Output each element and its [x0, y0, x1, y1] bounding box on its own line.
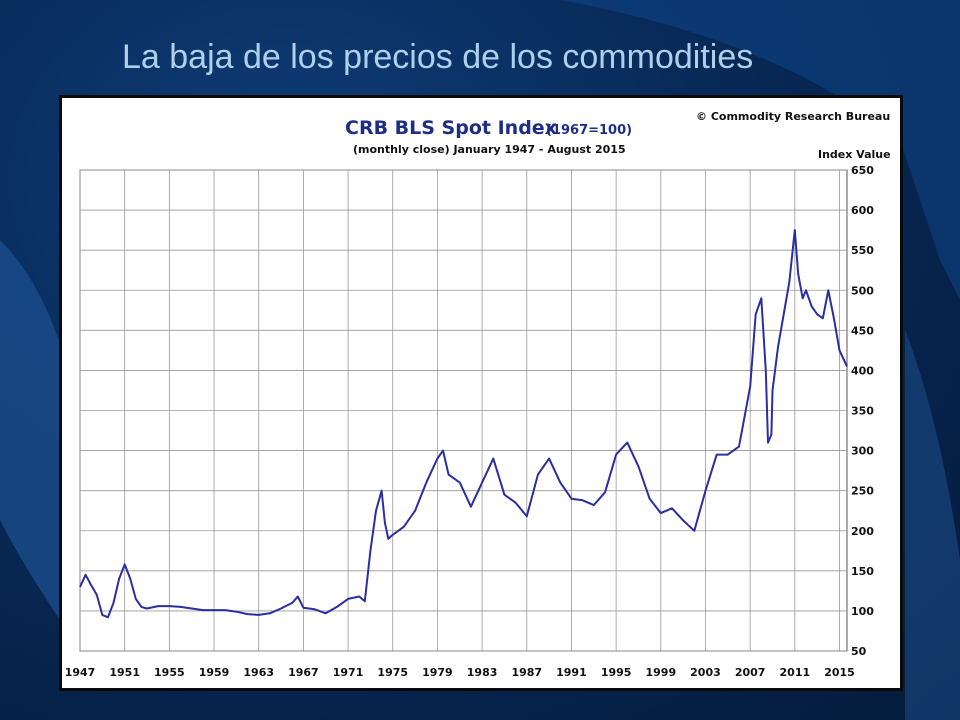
chart-title: CRB BLS Spot Index — [345, 117, 557, 139]
x-tick-label: 1951 — [109, 666, 140, 679]
x-tick-label: 1971 — [333, 666, 364, 679]
series-group — [79, 229, 848, 619]
x-tick-label: 1959 — [199, 666, 230, 679]
y-tick-label: 50 — [851, 645, 867, 658]
y-tick-label: 300 — [851, 445, 874, 458]
x-tick-labels: 1947 1951 1955 1959 1963 1967 1971 1975 1979 1983… — [65, 666, 855, 679]
x-tick-label: 1983 — [467, 666, 498, 679]
x-tick-label: 2003 — [690, 666, 721, 679]
x-tick-label: 1987 — [511, 666, 542, 679]
y-tick-label: 100 — [851, 605, 874, 618]
y-tick-label: 600 — [851, 204, 874, 217]
y-tick-label: 250 — [851, 485, 874, 498]
x-tick-label: 1999 — [645, 666, 676, 679]
x-tick-label: 1947 — [65, 666, 96, 679]
y-tick-label: 400 — [851, 364, 874, 377]
chart-source: © Commodity Research Bureau — [696, 110, 890, 123]
x-tick-label: 2011 — [780, 666, 811, 679]
y-tick-label: 500 — [851, 284, 874, 297]
x-tick-label: 1995 — [601, 666, 632, 679]
y-tick-label: 350 — [851, 405, 874, 418]
y-tick-label: 150 — [851, 565, 874, 578]
x-tick-label: 1963 — [243, 666, 274, 679]
chart-subtitle: (monthly close) January 1947 - August 20… — [353, 143, 626, 156]
series-line — [79, 229, 848, 619]
x-tick-label: 1979 — [422, 666, 453, 679]
y-tick-label: 650 — [851, 164, 874, 177]
y-tick-labels: 650 600 550 500 450 400 350 300 250 200 150 100 50 — [851, 164, 874, 658]
y-axis-label: Index Value — [818, 148, 891, 161]
chart-title-suffix: (1967=100) — [546, 123, 632, 138]
x-tick-label: 1955 — [154, 666, 185, 679]
x-tick-label: 1991 — [556, 666, 587, 679]
x-tick-label: 2007 — [735, 666, 766, 679]
x-tick-label: 1967 — [288, 666, 319, 679]
x-tick-label: 2015 — [824, 666, 855, 679]
y-tick-label: 550 — [851, 244, 874, 257]
crb-chart: CRB BLS Spot Index (1967=100) (monthly c… — [65, 110, 891, 679]
y-tick-label: 200 — [851, 525, 874, 538]
slide-title: La baja de los precios de los commoditie… — [122, 38, 754, 76]
y-tick-label: 450 — [851, 324, 874, 337]
x-tick-label: 1975 — [377, 666, 408, 679]
grid — [79, 169, 848, 652]
chart-frame: CRB BLS Spot Index (1967=100) (monthly c… — [59, 95, 903, 691]
